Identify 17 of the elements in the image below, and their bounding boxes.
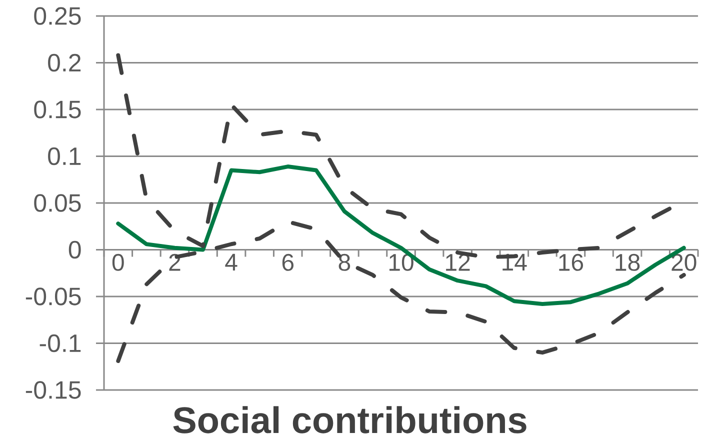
y-tick-label: -0.05 [26,288,81,306]
y-tick-label: 0.25 [34,7,81,25]
y-tick-label: 0 [68,240,81,259]
y-tick-label: -0.1 [40,334,81,352]
x-tick-label: 8 [338,254,350,271]
x-tick-label: 6 [282,254,294,271]
x-tick-label: 4 [225,254,238,270]
x-tick-label: 18 [616,254,640,271]
text: Social contributions [173,406,526,434]
y-tick-label: -0.15 [26,381,81,399]
y-tick-label: 0.1 [48,147,81,166]
x-tick-label: 0 [112,254,124,271]
x-tick-label: 20 [672,254,696,271]
y-tick-label: 0.2 [48,54,81,72]
y-tick-label: 0.05 [34,194,81,212]
x-tick-label: 16 [559,254,584,271]
y-tick-label: 0.15 [34,100,81,118]
